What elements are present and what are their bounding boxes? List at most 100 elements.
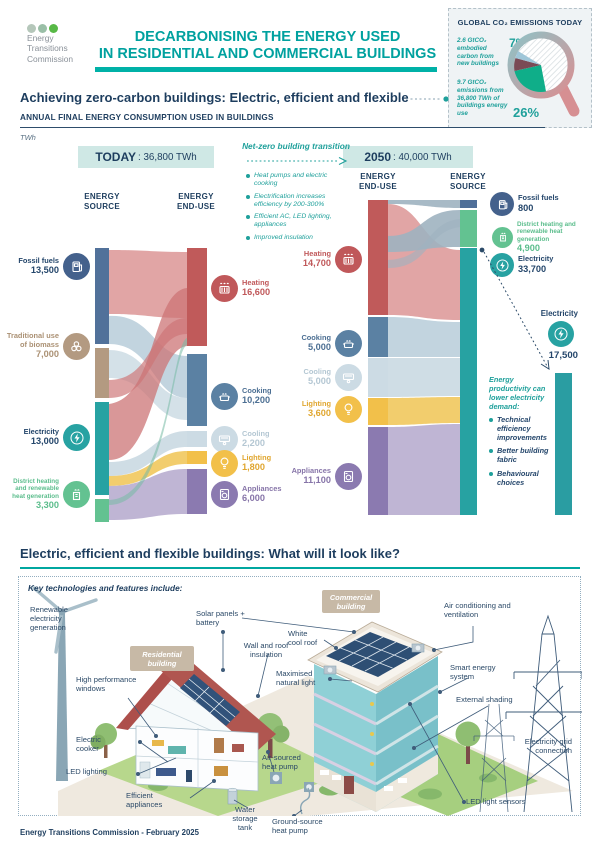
- electricity-icon: [490, 253, 514, 277]
- label-smart-energy: Smart energy system: [450, 663, 496, 681]
- source-electricity-today: Electricity 13,000: [10, 424, 90, 451]
- label-ground-source-heat-pump: Ground-source heat pump: [272, 817, 323, 835]
- heating-icon: [211, 275, 238, 302]
- commercial-building-badge: Commercial building: [322, 590, 380, 613]
- label-air-sourced-heat-pump: Air-sourced heat pump: [262, 753, 301, 771]
- label-renewable-generation: Renewable electricity generation: [30, 605, 68, 632]
- label-high-performance-windows: High performance windows: [76, 675, 137, 693]
- source-district-2050: District heating and renewable heat gene…: [492, 221, 579, 254]
- col-header-source-2050: ENERGY SOURCE: [449, 172, 487, 191]
- enduse-cooling-2050: Cooling 5,000: [284, 364, 362, 391]
- co2-energy-pct: 26%: [513, 105, 540, 120]
- label-air-conditioning: Air conditioning and ventilation: [444, 601, 511, 619]
- cooling-icon: [335, 364, 362, 391]
- label-solar-battery: Solar panels + battery: [196, 609, 245, 627]
- divider: [20, 127, 545, 128]
- enduse-appliances-2050: Appliances 11,100: [284, 463, 362, 490]
- y2050-box: 2050: 40,000 TWh: [343, 146, 473, 168]
- enduse-lighting-today: Lighting 1,800: [211, 450, 271, 477]
- source-electricity-2050: Electricity 33,700: [490, 253, 553, 277]
- label-connectors: [127, 617, 489, 816]
- fossil-fuels-icon: [63, 253, 90, 280]
- page-title: DECARBONISING THE ENERGY USED IN RESIDEN…: [98, 29, 437, 62]
- enduse-appliances-today: Appliances 6,000: [211, 481, 281, 508]
- label-white-cool-roof: White cool roof: [288, 629, 318, 647]
- co2-energy-text: 9.7 GtCO₂ emissions from 36,800 TWh of b…: [457, 79, 508, 118]
- bullet-icon: [246, 235, 250, 240]
- bullet-icon: [489, 449, 493, 454]
- bullet-icon: [246, 174, 250, 178]
- y2050-label: 2050: [364, 150, 392, 164]
- co2-box-title: GLOBAL CO₂ EMISSIONS TODAY: [457, 18, 583, 27]
- electricity-icon: [63, 424, 90, 451]
- buildings-illustration: [32, 586, 582, 816]
- title-underline: [95, 67, 437, 72]
- biomass-icon: [63, 332, 90, 360]
- source-district-today: District heating and renewable heat gene…: [2, 478, 90, 511]
- bullet-icon: [489, 471, 493, 476]
- etc-logo-icon: [27, 20, 60, 38]
- appliances-icon: [211, 481, 238, 508]
- co2-embodied-text: 2.6 GtCO₂ embodied carbon from new build…: [457, 37, 499, 68]
- source-biomass-today: Traditional use of biomass 7,000: [4, 331, 90, 360]
- bullet-icon: [246, 194, 250, 199]
- pylon-icon: [473, 703, 515, 813]
- pylon-icon: [505, 614, 582, 813]
- bullet-icon: [246, 215, 250, 219]
- district-heat-icon: [492, 226, 513, 248]
- appliances-icon: [335, 463, 362, 490]
- label-led-lighting: LED lighting: [66, 767, 107, 776]
- label-wall-roof-insulation: Wall and roof insulation: [243, 641, 289, 659]
- enduse-lighting-2050: Lighting 3,600: [284, 396, 362, 423]
- flex-electricity-value: 17,500: [548, 350, 578, 361]
- transition-bullets: Heat pumps and electric cooking Electrif…: [246, 172, 348, 246]
- col-header-enduse-2050: ENERGY END-USE: [358, 172, 398, 191]
- label-external-shading: External shading: [456, 695, 513, 704]
- source-fossil-today: Fossil fuels 13,500: [10, 253, 90, 280]
- heating-icon: [335, 246, 362, 273]
- transition-title: Net-zero building transition: [242, 141, 350, 151]
- fossil-fuels-icon: [490, 192, 514, 216]
- residential-building-badge: Residential building: [130, 646, 194, 671]
- sankey-2050: [368, 200, 477, 515]
- y2050-value: : 40,000 TWh: [393, 151, 452, 163]
- label-natural-light: Maximised natural light: [276, 669, 316, 687]
- label-water-storage-tank: Water storage tank: [232, 805, 258, 832]
- source-fossil-2050: Fossil fuels 800: [490, 192, 559, 216]
- district-heat-icon: [63, 480, 90, 508]
- cooking-icon: [211, 383, 238, 410]
- section1-subheading: ANNUAL FINAL ENERGY CONSUMPTION USED IN …: [20, 113, 274, 122]
- magnifier-pie-icon: [507, 31, 580, 117]
- label-led-light-sensors: LED light sensors: [466, 797, 526, 806]
- productivity-note: Energy productivity can lower electricit…: [489, 375, 549, 487]
- today-box: TODAY: 36,800 TWh: [78, 146, 214, 168]
- divider: [20, 567, 580, 569]
- section2-heading: Electric, efficient and flexible buildin…: [20, 546, 400, 561]
- enduse-cooking-today: Cooking 10,200: [211, 383, 272, 410]
- bullet-icon: [489, 418, 493, 422]
- col-header-enduse-today: ENERGY END-USE: [176, 192, 216, 211]
- section1-heading: Achieving zero-carbon buildings: Electri…: [20, 90, 409, 105]
- label-grid-connection: Electricity grid connection: [524, 737, 572, 755]
- flex-electricity-bar: [555, 373, 572, 515]
- key-technologies-note: Key technologies and features include:: [28, 583, 183, 593]
- cooling-icon: [211, 426, 238, 453]
- enduse-cooking-2050: Cooking 5,000: [284, 330, 362, 357]
- today-label: TODAY: [95, 150, 137, 164]
- electricity-icon: [548, 321, 574, 347]
- lighting-icon: [211, 450, 238, 477]
- enduse-cooling-today: Cooling 2,200: [211, 426, 270, 453]
- label-efficient-appliances: Efficient appliances: [126, 791, 163, 809]
- enduse-heating-today: Heating 16,600: [211, 275, 270, 302]
- enduse-heating-2050: Heating 14,700: [284, 246, 362, 273]
- footer-credit: Energy Transitions Commission - February…: [20, 828, 199, 837]
- wind-turbine-icon: [32, 586, 98, 781]
- commercial-building: [299, 621, 443, 815]
- flex-electricity-label: Electricity: [540, 309, 578, 318]
- sankey-today: [95, 248, 207, 522]
- label-electric-cooker: Electric cooker: [76, 735, 101, 753]
- global-co2-box: GLOBAL CO₂ EMISSIONS TODAY 2.6 GtCO₂ emb…: [448, 8, 592, 128]
- residential-house: [116, 652, 282, 805]
- cooking-icon: [335, 330, 362, 357]
